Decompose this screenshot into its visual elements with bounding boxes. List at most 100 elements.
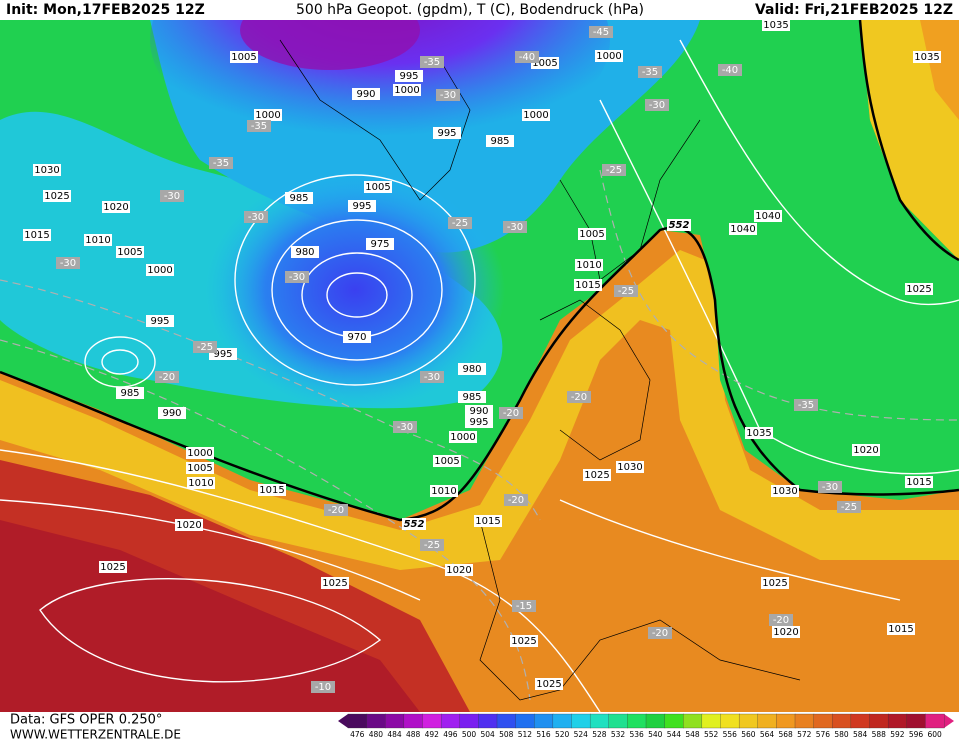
temperature-label: -35	[251, 121, 267, 132]
colorbar-label: 504	[481, 730, 496, 739]
pressure-label: 1000	[596, 51, 621, 62]
pressure-label: 1035	[763, 20, 788, 31]
pressure-label-box	[291, 246, 319, 258]
temperature-label: -35	[424, 57, 440, 68]
temperature-label: -20	[159, 372, 175, 383]
pressure-label-box	[913, 51, 941, 63]
pressure-label: 1025	[906, 284, 931, 295]
pressure-label-box	[754, 210, 782, 222]
colorbar-label: 588	[872, 730, 887, 739]
pressure-label-box	[522, 109, 550, 121]
chart-title: 500 hPa Geopot. (gpdm), T (C), Bodendruc…	[296, 2, 644, 18]
pressure-label-box	[771, 485, 799, 497]
temperature-label-box	[638, 66, 662, 78]
pressure-label-box	[321, 577, 349, 589]
pressure-label: 1000	[450, 432, 475, 443]
temperature-label-box	[589, 26, 613, 38]
pressure-label-box	[230, 51, 258, 63]
pressure-label-box	[187, 477, 215, 489]
colorbar-label: 536	[630, 730, 645, 739]
pressure-label-box	[186, 447, 214, 459]
temperature-label-box	[648, 627, 672, 639]
temperature-label-box	[420, 371, 444, 383]
colorbar-label: 532	[611, 730, 626, 739]
pressure-label: 1015	[259, 485, 284, 496]
pressure-label: 1025	[511, 636, 536, 647]
pressure-label-box	[433, 455, 461, 467]
site: WWW.WETTERZENTRALE.DE	[10, 728, 181, 741]
temperature-label-box	[448, 217, 472, 229]
colorbar-cell	[422, 713, 442, 729]
pressure-label: 1030	[772, 486, 797, 497]
colorbar-cell	[347, 713, 368, 729]
colorbar-label: 520	[555, 730, 570, 739]
temperature-label: -30	[248, 212, 264, 223]
pressure-label-box	[458, 363, 486, 375]
pressure-label: 1020	[176, 520, 201, 531]
pressure-label-box	[430, 485, 458, 497]
pressure-label: 1000	[394, 85, 419, 96]
pressure-label: 990	[162, 408, 181, 419]
colorbar-label: 552	[704, 730, 719, 739]
pressure-label-box	[395, 70, 423, 82]
pressure-label-box	[465, 416, 493, 428]
pressure-label: 1000	[187, 448, 212, 459]
colorbar-cell	[589, 713, 610, 729]
pressure-label-box	[575, 259, 603, 271]
colorbar-label: 544	[667, 730, 682, 739]
temperature-label: -30	[397, 422, 413, 433]
temperature-label: -30	[424, 372, 440, 383]
pressure-label: 985	[462, 392, 481, 403]
pressure-label: 1010	[188, 478, 213, 489]
colorbar-cell	[440, 713, 461, 729]
temperature-label: -30	[60, 258, 76, 269]
pressure-label-box	[366, 238, 394, 250]
temperature-label-box	[837, 501, 861, 513]
colorbar-cell	[366, 713, 386, 729]
colorbar-label: 556	[723, 730, 738, 739]
pressure-label: 990	[469, 406, 488, 417]
pressure-label-box	[364, 181, 392, 193]
map-background	[0, 0, 959, 712]
temperature-label: -25	[841, 502, 857, 513]
pressure-label-box	[595, 50, 623, 62]
colorbar-label: 528	[592, 730, 607, 739]
colorbar-cell	[869, 713, 889, 729]
pressure-label: 1035	[746, 428, 771, 439]
temperature-label-box	[515, 51, 539, 63]
pressure-label: 1025	[536, 679, 561, 690]
temperature-label-box	[247, 120, 271, 132]
colorbar-cell	[552, 713, 573, 729]
pressure-label: 1040	[755, 211, 780, 222]
colorbar-label: 500	[462, 730, 477, 739]
temperature-label: -25	[197, 342, 213, 353]
colorbar-cell	[608, 713, 629, 729]
colorbar-label: 488	[406, 730, 421, 739]
temperature-label-box	[436, 89, 460, 101]
pressure-label: 1005	[231, 52, 256, 63]
pressure-label-box	[43, 190, 71, 202]
colorbar-label: 564	[760, 730, 775, 739]
temperature-label-box	[193, 341, 217, 353]
pressure-label: 1005	[365, 182, 390, 193]
colorbar-cell	[850, 713, 871, 729]
temperature-label-box	[602, 164, 626, 176]
temperature-label: -40	[519, 52, 535, 63]
pressure-label-box	[574, 279, 602, 291]
colorbar-label: 496	[443, 730, 458, 739]
height-label: 552	[404, 519, 425, 530]
temperature-label: -10	[315, 682, 331, 693]
colorbar-cell	[701, 713, 722, 729]
colorbar-cell	[906, 713, 927, 729]
temperature-label: -25	[606, 165, 622, 176]
pressure-label-box	[852, 444, 880, 456]
pressure-label-box	[158, 407, 186, 419]
pressure-label-box	[254, 109, 282, 121]
temperature-label-box	[718, 64, 742, 76]
pressure-label: 995	[352, 201, 371, 212]
temperature-label: -20	[508, 495, 524, 506]
colorbar-cell	[683, 713, 703, 729]
colorbar-label: 512	[518, 730, 533, 739]
pressure-label-box	[762, 19, 790, 31]
temperature-label-box	[155, 371, 179, 383]
